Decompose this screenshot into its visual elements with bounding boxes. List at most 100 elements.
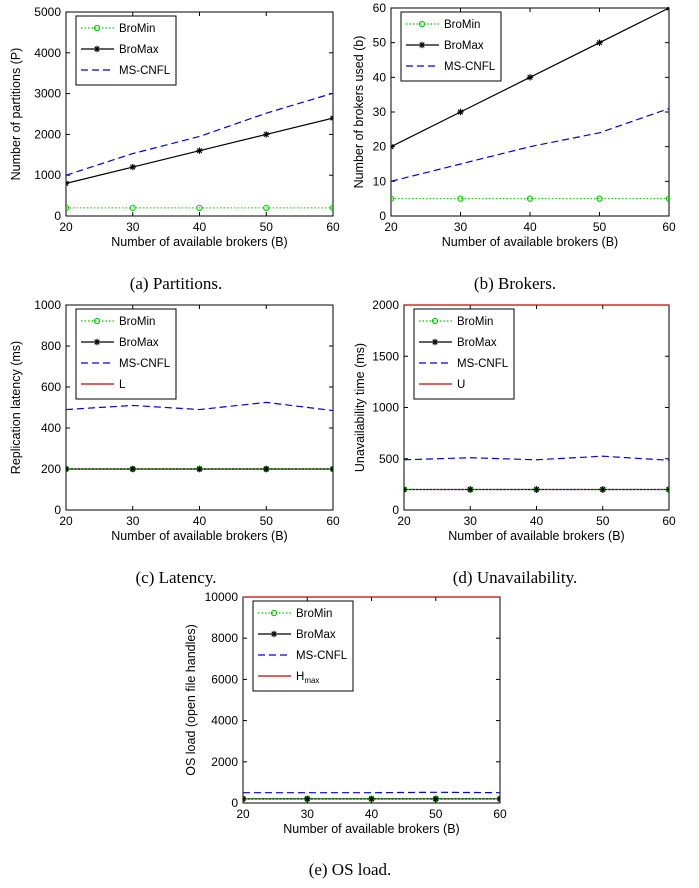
figure-caption: (b) Brokers. xyxy=(474,274,556,293)
y-tick-label: 10000 xyxy=(205,590,239,604)
x-tick-label: 20 xyxy=(236,807,250,821)
legend-label: BroMin xyxy=(119,23,155,35)
series-line-ms-cnfl xyxy=(66,92,333,176)
figure-caption: (a) Partitions. xyxy=(130,274,223,293)
x-axis-label: Number of available brokers (B) xyxy=(442,235,618,249)
legend: BroMin BroMax MS-CNFL L xyxy=(75,308,177,400)
data-point xyxy=(467,486,474,493)
x-tick-label: 30 xyxy=(126,514,140,528)
x-tick-label: 40 xyxy=(523,220,537,234)
y-tick-label: 10 xyxy=(373,174,387,188)
series-line-ms-cnfl xyxy=(404,455,669,461)
y-tick-label: 8000 xyxy=(211,631,238,645)
data-point xyxy=(66,465,70,473)
y-tick-label: 5000 xyxy=(34,5,61,19)
legend-label: BroMax xyxy=(119,337,159,349)
chart-panel: 20 30 40 50 60 0 2000 4000 6000 8000 10000 Number o… xyxy=(184,590,507,879)
data-point xyxy=(270,609,278,617)
y-tick-label: 500 xyxy=(379,452,399,466)
data-point xyxy=(329,465,333,473)
y-tick-label: 2000 xyxy=(372,298,399,312)
x-tick-label: 50 xyxy=(260,220,274,234)
plot-area xyxy=(66,401,333,473)
legend-label: MS-CNFL xyxy=(119,65,171,77)
data-point xyxy=(93,24,101,32)
y-tick-label: 200 xyxy=(41,462,61,476)
y-tick-label: 0 xyxy=(54,503,61,517)
y-tick-label: 1000 xyxy=(34,298,61,312)
x-tick-label: 30 xyxy=(301,807,315,821)
legend-label: BroMax xyxy=(444,40,484,52)
legend-label: BroMin xyxy=(119,316,155,328)
data-point xyxy=(270,630,278,638)
x-tick-label: 60 xyxy=(326,514,340,528)
legend-label: U xyxy=(457,379,465,391)
x-tick-label: 30 xyxy=(126,220,140,234)
data-point xyxy=(129,163,136,171)
y-tick-label: 1000 xyxy=(372,401,399,415)
y-axis-label: OS load (open file handles) xyxy=(184,624,198,775)
data-point xyxy=(665,7,669,12)
y-axis-label: Unavailability time (ms) xyxy=(353,343,367,472)
legend-label: MS-CNFL xyxy=(457,358,509,370)
x-tick-label: 20 xyxy=(397,514,411,528)
legend-label-subscript: max xyxy=(304,676,319,685)
legend-label: MS-CNFL xyxy=(296,650,348,662)
x-tick-label: 50 xyxy=(429,807,443,821)
legend-label: MS-CNFL xyxy=(119,358,171,370)
x-tick-label: 60 xyxy=(493,807,507,821)
data-point xyxy=(533,486,540,493)
x-axis-label: Number of available brokers (B) xyxy=(111,529,287,543)
chart-panel: 20 30 40 50 60 0 10 20 30 40 50 60 Number of availab… xyxy=(352,1,676,293)
legend-label: L xyxy=(119,379,126,391)
x-tick-label: 40 xyxy=(365,807,379,821)
data-point xyxy=(263,131,270,138)
x-tick-label: 20 xyxy=(59,220,73,234)
data-point xyxy=(66,180,70,187)
x-tick-label: 20 xyxy=(384,220,398,234)
legend-label: BroMax xyxy=(457,337,497,349)
chart-panel: 20 30 40 50 60 0 1000 2000 3000 4000 5000 Number of… xyxy=(9,5,340,293)
y-axis-label: Number of brokers used (b) xyxy=(352,36,366,189)
plot-area xyxy=(391,7,669,202)
y-tick-label: 0 xyxy=(231,796,238,810)
x-axis-label: Number of available brokers (B) xyxy=(283,822,459,836)
y-tick-label: 0 xyxy=(392,503,399,517)
x-tick-label: 40 xyxy=(193,220,207,234)
legend-label: MS-CNFL xyxy=(444,61,496,73)
data-point xyxy=(457,108,464,116)
y-tick-label: 4000 xyxy=(211,714,238,728)
y-tick-label: 0 xyxy=(54,209,61,223)
data-point xyxy=(93,338,101,346)
y-tick-label: 800 xyxy=(41,339,61,353)
figure-caption: (d) Unavailability. xyxy=(453,568,577,587)
y-tick-label: 50 xyxy=(373,36,387,50)
x-tick-label: 50 xyxy=(596,514,610,528)
data-point xyxy=(304,795,311,803)
y-axis-label: Replication latency (ms) xyxy=(9,341,23,474)
data-point xyxy=(263,204,270,211)
data-point xyxy=(599,486,606,493)
data-point xyxy=(93,45,101,53)
legend-label: BroMax xyxy=(119,44,159,56)
chart-panel: 20 30 40 50 60 0 500 1000 1500 2000 Number of avai… xyxy=(353,298,676,587)
series-line-ms-cnfl xyxy=(66,401,333,412)
legend-label: BroMin xyxy=(444,19,480,31)
data-point xyxy=(418,20,426,28)
data-point xyxy=(596,39,603,46)
data-point xyxy=(391,195,395,202)
x-tick-label: 50 xyxy=(260,514,274,528)
data-point xyxy=(93,317,101,325)
data-point xyxy=(196,465,203,473)
plot-area xyxy=(243,596,500,803)
x-tick-label: 40 xyxy=(193,514,207,528)
data-point xyxy=(368,795,375,803)
y-axis-label: Number of partitions (P) xyxy=(9,48,23,181)
y-tick-label: 40 xyxy=(373,70,387,84)
x-tick-label: 60 xyxy=(662,514,676,528)
y-tick-label: 1000 xyxy=(34,168,61,182)
data-point xyxy=(129,465,136,473)
data-point xyxy=(526,74,534,81)
